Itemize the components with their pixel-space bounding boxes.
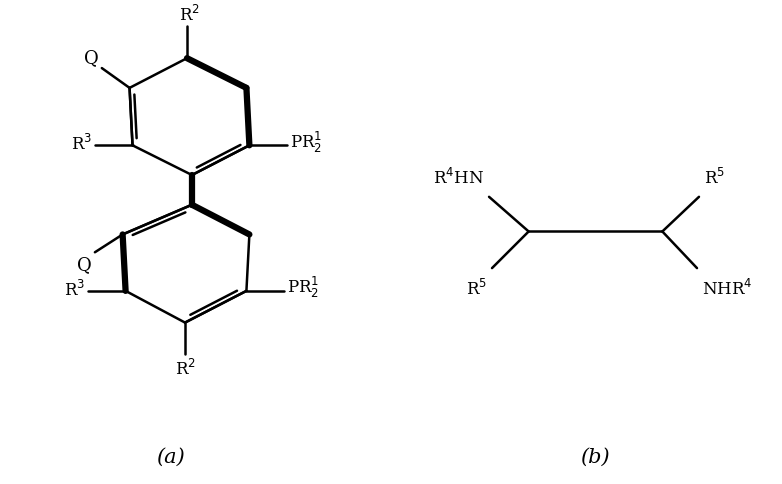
- Text: R$^5$: R$^5$: [704, 167, 725, 187]
- Text: R$^5$: R$^5$: [466, 278, 487, 299]
- Text: PR$^1_2$: PR$^1_2$: [287, 275, 319, 300]
- Text: R$^2$: R$^2$: [178, 4, 199, 25]
- Text: Q: Q: [84, 49, 99, 67]
- Text: R$^3$: R$^3$: [64, 279, 85, 299]
- Text: Q: Q: [77, 256, 92, 273]
- Text: PR$^1_2$: PR$^1_2$: [290, 130, 322, 154]
- Text: R$^4$HN: R$^4$HN: [433, 167, 484, 187]
- Text: (b): (b): [580, 447, 610, 466]
- Text: NHR$^4$: NHR$^4$: [702, 278, 752, 299]
- Text: R$^2$: R$^2$: [174, 359, 196, 378]
- Text: R$^3$: R$^3$: [70, 134, 92, 154]
- Text: (a): (a): [156, 447, 185, 466]
